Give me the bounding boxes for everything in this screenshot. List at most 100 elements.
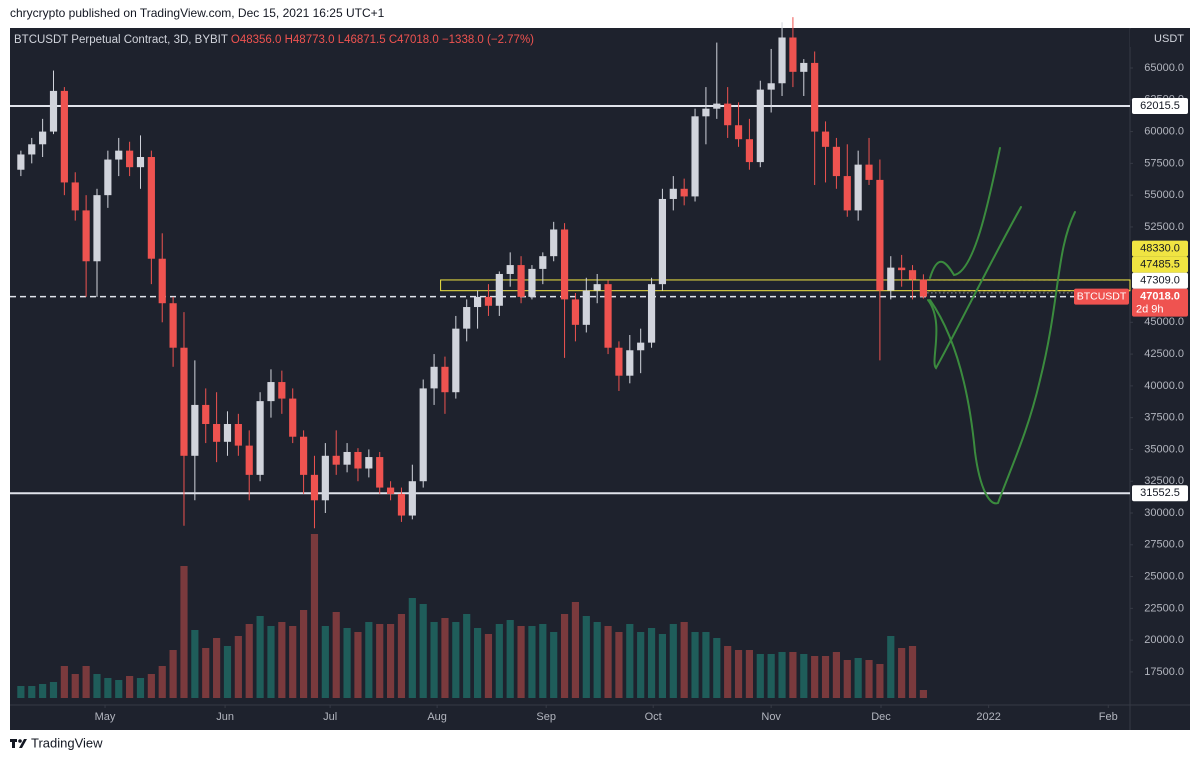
volume-bar: [17, 686, 25, 698]
volume-bar: [539, 624, 547, 698]
volume-bar: [800, 654, 808, 698]
volume-bar: [397, 614, 406, 698]
volume-bar: [310, 534, 319, 698]
volume-bar: [506, 620, 514, 698]
volume-bar: [789, 652, 797, 698]
y-tick-label: 55000.0: [1144, 189, 1184, 201]
volume-bar: [419, 604, 427, 698]
y-tick-label: 35000.0: [1144, 443, 1184, 455]
candle-body: [430, 366, 438, 389]
currency-backdrop: [1130, 29, 1190, 47]
candle-body: [604, 284, 612, 348]
volume-bar: [593, 622, 601, 698]
volume-bar: [430, 622, 438, 698]
volume-bar: [49, 682, 58, 698]
candle-body: [49, 90, 58, 132]
volume-bar: [60, 666, 68, 698]
y-tick-label: 30000.0: [1144, 507, 1184, 519]
candle-body: [452, 328, 460, 393]
level-label-box: [1132, 485, 1188, 502]
x-tick-label: Jul: [323, 711, 337, 723]
volume-bar: [104, 678, 112, 698]
candle-body: [169, 303, 177, 348]
volume-bar: [289, 626, 297, 698]
candle-body: [473, 296, 482, 308]
y-tick-label: 42500.0: [1144, 348, 1184, 360]
volume-bar: [343, 628, 351, 698]
candles-layer: [17, 17, 927, 529]
y-tick-label: 25000.0: [1144, 570, 1184, 582]
volume-bar: [136, 678, 145, 698]
candle-body: [278, 382, 286, 399]
volume-bar: [832, 652, 840, 698]
candle-body: [506, 265, 514, 274]
volume-bar: [256, 616, 264, 698]
level-label: 62015.5: [1140, 100, 1180, 112]
volume-bar: [702, 632, 710, 698]
volume-bar: [278, 622, 286, 698]
volume-bar: [245, 624, 253, 698]
logo-part: [12, 739, 15, 748]
footer-logo: [10, 739, 27, 748]
candle-body: [343, 451, 351, 465]
symbol-box: [1074, 288, 1129, 305]
axis-label-box: [1132, 272, 1188, 289]
candle-body: [495, 273, 503, 306]
y-tick-label: 20000.0: [1144, 634, 1184, 646]
volume-bar: [778, 652, 786, 698]
y-tick-label: 17500.0: [1144, 666, 1184, 678]
candle-body: [158, 258, 166, 304]
candle-body: [691, 116, 699, 197]
volume-bar: [843, 660, 851, 698]
candle-body: [593, 284, 601, 291]
volume-bar: [376, 624, 384, 698]
candle-body: [637, 342, 645, 351]
volume-bar: [626, 624, 634, 698]
legend-close: C47018.0: [389, 34, 439, 46]
candle-body: [560, 229, 569, 300]
candle-body: [767, 83, 775, 90]
volume-bar: [82, 666, 90, 698]
volume-bar: [169, 650, 177, 698]
candle-body: [310, 474, 319, 501]
volume-bar: [365, 622, 373, 698]
volume-bar: [126, 676, 134, 698]
legend-low: L46871.5: [338, 34, 386, 46]
volume-bar: [582, 616, 590, 698]
y-tick-label: 37500.0: [1144, 412, 1184, 424]
volume-bar: [234, 636, 242, 698]
volume-bar: [191, 630, 199, 698]
volume-bar: [354, 632, 362, 698]
candle-body: [397, 493, 406, 516]
volume-bar: [473, 628, 482, 698]
candle-body: [528, 268, 536, 297]
candle-body: [843, 176, 851, 211]
candle-body: [778, 37, 786, 84]
candle-body: [713, 103, 721, 109]
candle-body: [256, 401, 264, 475]
candle-body: [267, 382, 275, 402]
candle-body: [136, 157, 145, 168]
candle-body: [441, 366, 449, 393]
candle-body: [876, 179, 884, 291]
candle-body: [517, 265, 525, 297]
volume-bar: [517, 626, 525, 698]
legend-change: −1338.0 (−2.77%): [442, 34, 534, 46]
candle-body: [28, 144, 36, 155]
candle-body: [887, 267, 895, 291]
candle-body: [126, 150, 134, 168]
volume-bar: [821, 656, 830, 698]
candle-body: [756, 89, 764, 163]
candle-body: [60, 90, 68, 183]
candle-body: [147, 157, 155, 259]
candle-body: [832, 146, 840, 177]
volume-bar: [658, 634, 667, 698]
volume-bar: [202, 648, 210, 698]
candle-body: [213, 424, 221, 442]
candle-body: [615, 347, 623, 376]
volume-bar: [321, 626, 329, 698]
candle-body: [854, 164, 862, 211]
volume-bar: [71, 674, 79, 698]
candle-body: [571, 299, 580, 325]
volume-bar: [550, 632, 558, 698]
